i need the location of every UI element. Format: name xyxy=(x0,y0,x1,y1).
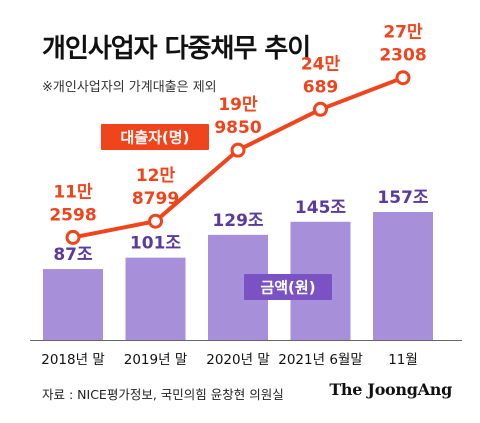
legend-amount-label: 금액(원) xyxy=(260,279,315,297)
x-tick-label-4: 2021년 6월말 xyxy=(278,352,363,368)
bar-5 xyxy=(373,212,433,340)
x-tick-label-2: 2019년 말 xyxy=(124,352,188,368)
line-value-label-1-bottom: 2598 xyxy=(49,205,96,225)
line-value-label-4-top: 24만 xyxy=(301,54,341,74)
line-point-2 xyxy=(148,213,163,229)
bar-value-label-3: 129조 xyxy=(212,211,263,231)
bar-value-label-1: 87조 xyxy=(53,245,93,265)
line-value-label-3-bottom: 9850 xyxy=(214,118,261,138)
legend-borrowers-label: 대출자(명) xyxy=(121,129,190,147)
line-point-4 xyxy=(313,101,328,117)
line-value-label-5-bottom: 2308 xyxy=(379,46,426,66)
bar-1 xyxy=(43,269,103,340)
bar-series: 87조 101조 129조 145조 157조 xyxy=(43,188,433,340)
chart-subtitle: ※개인사업자의 가계대출은 제외 xyxy=(42,80,217,95)
line-point-3 xyxy=(230,142,246,158)
line-series: 11만 2598 12만 8799 19만 9850 24만 689 27만 2308 xyxy=(49,23,427,245)
source-note: 자료 : NICE평가정보, 국민의힘 윤창현 의원실 xyxy=(42,387,284,402)
line-value-label-4-bottom: 689 xyxy=(303,77,339,97)
bar-2 xyxy=(125,257,186,340)
x-tick-label-3: 2020년 말 xyxy=(206,352,270,368)
line-value-label-2-bottom: 8799 xyxy=(132,189,179,209)
x-axis-ticks: 2018년 말 2019년 말 2020년 말 2021년 6월말 11월 xyxy=(41,352,418,368)
line-point-5 xyxy=(395,70,411,86)
line-value-label-2-top: 12만 xyxy=(136,166,176,186)
legend-badges: 대출자(명) 금액(원) xyxy=(101,124,332,300)
x-tick-label-5: 11월 xyxy=(388,352,418,368)
bar-value-label-4: 145조 xyxy=(295,198,346,218)
line-value-label-1-top: 11만 xyxy=(53,182,93,202)
publisher-logo: The JoongAng xyxy=(329,380,452,399)
line-value-label-5-top: 27만 xyxy=(383,23,423,43)
chart-title: 개인사업자 다중채무 추이 xyxy=(42,34,311,64)
x-tick-label-1: 2018년 말 xyxy=(41,352,105,368)
legend-amount-bg xyxy=(244,274,332,300)
bar-value-label-2: 101조 xyxy=(130,234,181,254)
legend-borrowers-bg xyxy=(101,124,209,150)
line-point-1 xyxy=(65,229,81,245)
bar-value-label-5: 157조 xyxy=(377,188,428,208)
line-value-label-3-top: 19만 xyxy=(218,95,258,115)
